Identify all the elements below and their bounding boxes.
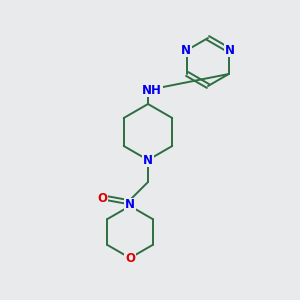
Text: N: N [181, 44, 191, 56]
Text: O: O [125, 253, 135, 266]
Text: O: O [97, 191, 107, 205]
Text: N: N [225, 44, 235, 56]
Text: NH: NH [142, 83, 162, 97]
Text: N: N [143, 154, 153, 166]
Text: N: N [125, 199, 135, 212]
